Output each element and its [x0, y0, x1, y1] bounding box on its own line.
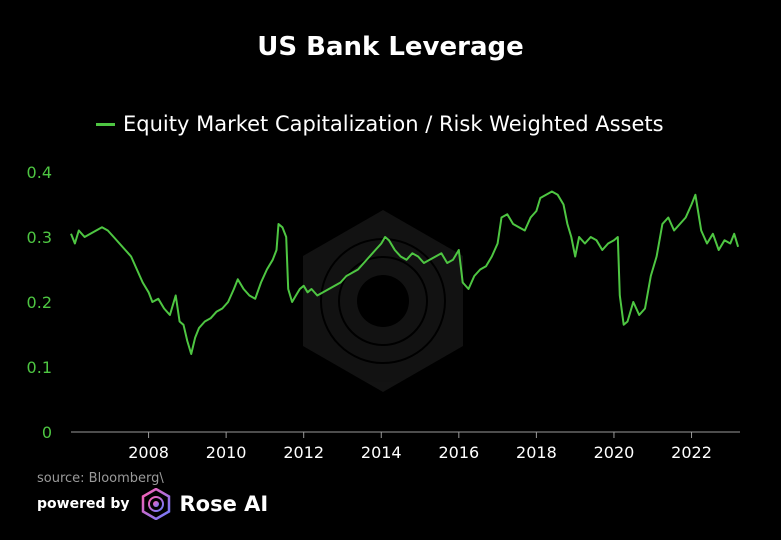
legend-swatch	[96, 122, 115, 126]
footer: powered by Rose AI	[37, 488, 268, 520]
watermark-logo-icon	[303, 210, 463, 392]
x-tick-label: 2010	[206, 443, 247, 462]
series-line	[70, 190, 740, 355]
legend-label: Equity Market Capitalization / Risk Weig…	[123, 112, 664, 136]
x-tick-label: 2022	[671, 443, 712, 462]
x-tick-label: 2008	[128, 443, 169, 462]
x-tick-label: 2012	[283, 443, 324, 462]
chart-title: US Bank Leverage	[257, 32, 524, 62]
y-tick-label: 0.3	[27, 228, 52, 247]
x-tick-label: 2018	[516, 443, 557, 462]
y-tick-label: 0.1	[27, 358, 52, 377]
brand-name: Rose AI	[179, 492, 269, 516]
x-tick-label: 2020	[594, 443, 635, 462]
chart-legend: Equity Market Capitalization / Risk Weig…	[96, 112, 664, 136]
rose-ai-logo-icon	[141, 488, 170, 520]
powered-by-text: powered by	[37, 496, 130, 512]
y-tick-label: 0.4	[27, 163, 52, 182]
x-tick-label: 2014	[361, 443, 402, 462]
y-tick-label: 0.2	[27, 293, 52, 312]
x-tick-label: 2016	[438, 443, 479, 462]
y-tick-label: 0	[42, 423, 52, 442]
source-note: source: Bloomberg\	[37, 471, 164, 486]
